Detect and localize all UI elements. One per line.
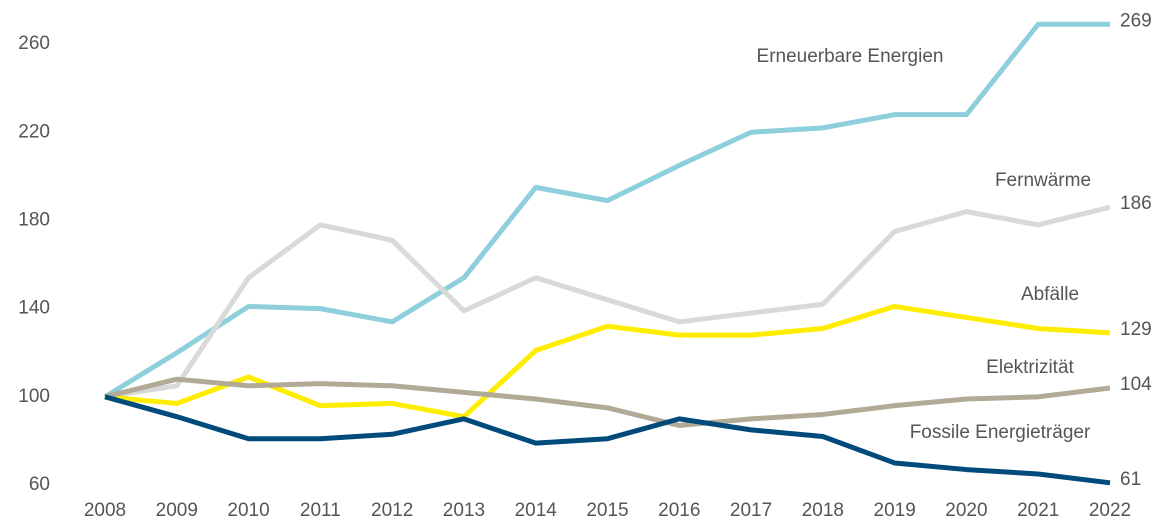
y-tick-label: 60 (29, 474, 50, 495)
x-tick-label: 2022 (1089, 500, 1131, 521)
x-tick-label: 2018 (802, 500, 844, 521)
y-tick-label: 100 (18, 386, 50, 407)
x-tick-label: 2017 (730, 500, 772, 521)
end-value-label: 129 (1120, 319, 1152, 340)
y-tick-label: 260 (18, 33, 50, 54)
x-tick-label: 2020 (945, 500, 987, 521)
x-tick-label: 2016 (658, 500, 700, 521)
x-tick-label: 2021 (1017, 500, 1059, 521)
series-name-label: Abfälle (1021, 284, 1079, 305)
y-tick-label: 140 (18, 298, 50, 319)
series-name-label: Fossile Energieträger (910, 422, 1091, 443)
x-tick-label: 2008 (84, 500, 126, 521)
x-tick-label: 2009 (156, 500, 198, 521)
y-tick-label: 220 (18, 121, 50, 142)
series-name-label: Elektrizität (986, 357, 1074, 378)
x-tick-label: 2015 (586, 500, 628, 521)
end-value-label: 269 (1120, 10, 1152, 31)
end-value-label: 186 (1120, 193, 1152, 214)
y-tick-label: 180 (18, 209, 50, 230)
series-name-label: Erneuerbare Energien (757, 46, 944, 67)
x-tick-label: 2014 (515, 500, 558, 521)
series-line (104, 204, 1111, 400)
end-value-label: 104 (1120, 374, 1152, 395)
series-line (104, 394, 1111, 486)
end-value-label: 61 (1120, 469, 1141, 490)
x-tick-label: 2012 (371, 500, 413, 521)
series-name-label: Fernwärme (995, 170, 1091, 191)
series-line (104, 376, 1111, 428)
x-tick-label: 2011 (300, 500, 341, 521)
x-tick-label: 2019 (874, 500, 916, 521)
series-line (103, 21, 1110, 399)
x-tick-label: 2013 (443, 500, 485, 521)
x-tick-label: 2010 (227, 500, 269, 521)
